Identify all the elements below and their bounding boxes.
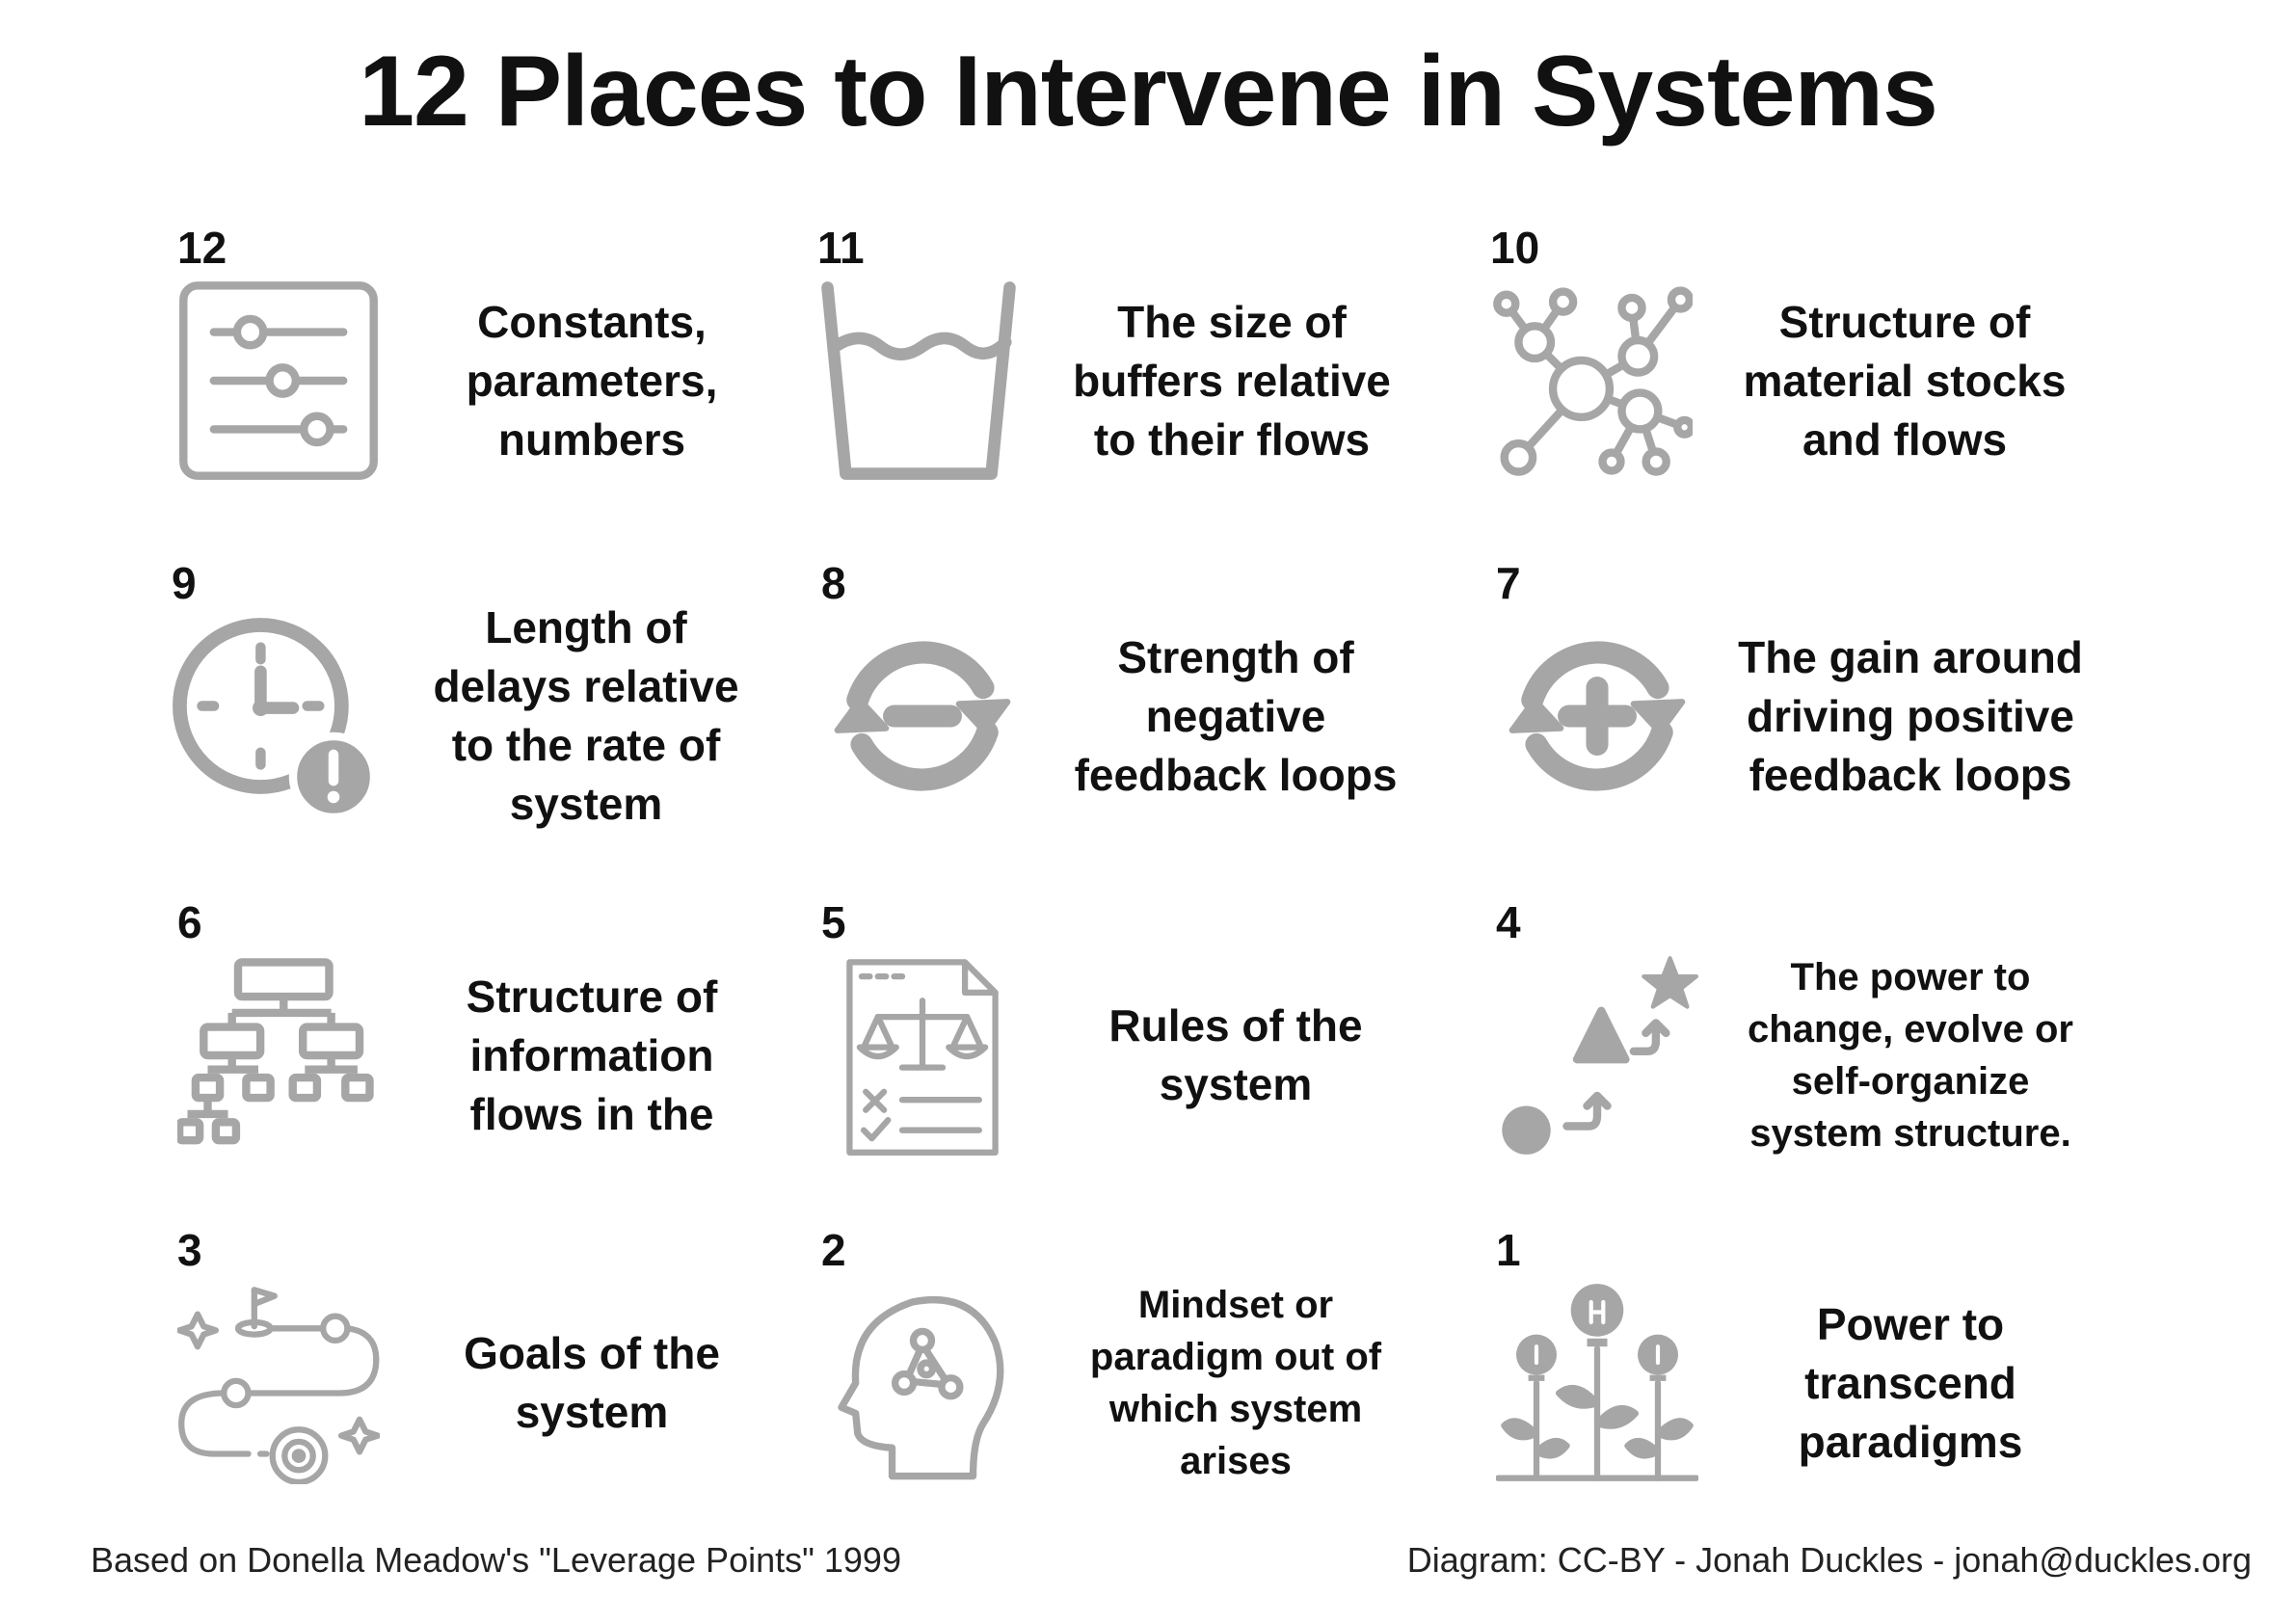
item-number: 3 [177,1225,202,1275]
attribution-source: Based on Donella Meadow's "Leverage Poin… [91,1540,901,1580]
leverage-point-7: 7 The gain around driving positive feedb… [1496,557,2190,875]
evolution-shapes-icon [1496,954,1698,1157]
growing-ideas-icon [1496,1282,1698,1484]
item-label: Mindset or paradigm out of which system … [1089,1284,1382,1482]
item-number: 9 [172,558,197,608]
item-number: 1 [1496,1225,1521,1275]
item-label: Length of delays relative to the rate of… [433,602,739,829]
item-label: Constants, parameters, numbers [466,296,718,465]
item-label: Strength of negative feedback loops [1074,631,1398,800]
leverage-point-5: 5 Rules of the system [821,896,1515,1214]
leverage-point-12: 12 Constants, parameters, numbers [177,222,871,540]
leverage-point-4: 4 The power to change, evolve or self-or… [1496,896,2190,1214]
leverage-point-8: 8 Strength of negative feedback loops [821,557,1515,875]
leverage-point-6: 6 Structure of information flows in the [177,896,871,1214]
item-label: The size of buffers relative to their fl… [1073,296,1391,465]
cycle-plus-icon [1496,615,1698,817]
leverage-point-11: 11 The size of buffers relative to their… [817,222,1511,540]
item-number: 8 [821,558,846,608]
sliders-icon [177,279,380,482]
org-chart-icon [177,954,380,1157]
item-number: 6 [177,897,202,947]
item-number: 12 [177,223,227,273]
item-label: The gain around driving positive feedbac… [1738,631,2083,800]
leverage-point-10: 10 Structure of mater [1490,222,2184,540]
water-glass-icon [817,279,1020,482]
item-label: Rules of the system [1108,1000,1363,1109]
clock-alert-icon [172,615,374,817]
goal-path-icon [177,1282,380,1484]
item-label: Goals of the system [464,1328,720,1437]
item-number: 4 [1496,897,1521,947]
item-label: Power to transcend paradigms [1798,1298,2023,1467]
leverage-point-3: 3 Goals of the system [177,1224,871,1542]
cycle-minus-icon [821,615,1024,817]
head-mind-icon [821,1282,1024,1484]
item-number: 7 [1496,558,1521,608]
item-label: The power to change, evolve or self-orga… [1748,956,2073,1155]
item-number: 5 [821,897,846,947]
leverage-point-1: 1 Power to transcend paradigms [1496,1224,2190,1542]
item-label: Structure of information flows in the [466,971,718,1139]
item-label: Structure of material stocks and flows [1743,296,2067,465]
page-title: 12 Places to Intervene in Systems [359,36,1938,147]
item-number: 10 [1490,223,1540,273]
leverage-point-2: 2 Mindset or paradigm out of which syste… [821,1224,1515,1542]
leverage-point-9: 9 Length of delays relative to the rate … [172,557,866,875]
network-nodes-icon [1490,279,1693,482]
item-number: 11 [817,223,865,273]
rules-document-icon [821,954,1024,1157]
attribution-license: Diagram: CC-BY - Jonah Duckles - jonah@d… [1406,1540,2252,1580]
item-number: 2 [821,1225,846,1275]
